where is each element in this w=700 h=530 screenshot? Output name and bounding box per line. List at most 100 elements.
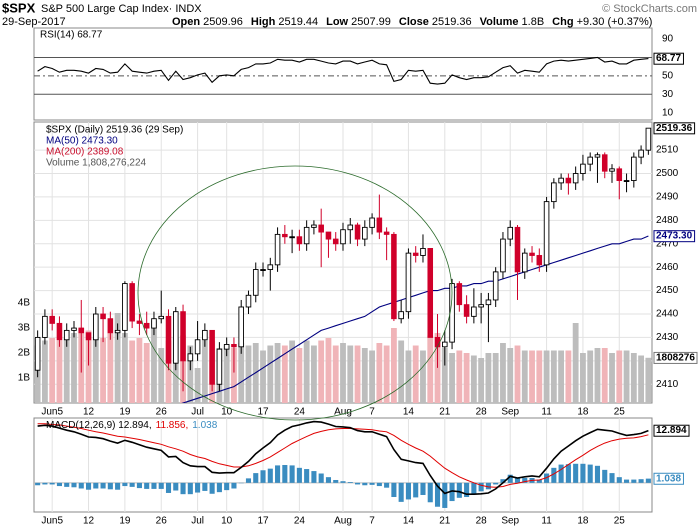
histogram-bar [93, 482, 99, 489]
value-box [653, 122, 696, 135]
volume-bar [529, 350, 535, 403]
quote-value: 2519.44 [278, 16, 318, 28]
histogram-bar [107, 482, 113, 490]
candle-body [616, 168, 623, 181]
candle-body [529, 252, 535, 256]
candle-body [442, 341, 448, 348]
candle-body [601, 154, 608, 172]
volume-bar [340, 343, 346, 403]
quote-label: Close [399, 16, 429, 28]
histogram-bar [216, 482, 222, 493]
volume-bar [201, 340, 208, 403]
volume-bar [420, 350, 426, 403]
candle-body [500, 238, 506, 273]
candle-body [420, 247, 426, 256]
candle-body [187, 353, 194, 362]
volume-bar [514, 345, 521, 403]
candle-body [325, 231, 332, 240]
candle-body [282, 233, 288, 238]
subtitle: S&P 500 Large Cap Index· INDX [41, 3, 202, 15]
candle-body [289, 236, 295, 239]
volume-tick-label: 1B [18, 373, 31, 384]
x-tick-label: 25 [614, 516, 626, 527]
y-tick-label: 50 [662, 70, 674, 81]
volume-bar [434, 333, 441, 403]
histogram-bar [202, 482, 208, 491]
candle-body [398, 311, 404, 320]
histogram-bar [536, 479, 542, 483]
histogram-bar [624, 479, 630, 483]
volume-bar [638, 355, 645, 403]
candle-body [122, 283, 128, 331]
histogram-bar [180, 482, 186, 495]
volume-bar [550, 350, 557, 403]
volume-bar [580, 353, 586, 403]
candle-body [158, 315, 165, 320]
histogram-bar [609, 473, 615, 483]
x-tick-label: 25 [614, 407, 626, 418]
y-tick-label: 10 [662, 107, 674, 118]
volume-bar [558, 350, 565, 403]
candle-body [623, 180, 630, 182]
x-tick-label: 12 [83, 516, 95, 527]
histogram-bar [616, 477, 622, 483]
volume-bar [281, 345, 288, 403]
volume-bar [376, 343, 383, 403]
histogram-bar [493, 482, 499, 485]
x-tick-label: 14 [403, 407, 415, 418]
candle-body [107, 318, 114, 334]
x-tick-label: 21 [439, 407, 451, 418]
candle-body [514, 226, 521, 273]
histogram-bar [245, 478, 252, 483]
quote-value: 2507.99 [351, 16, 391, 28]
volume-bar [630, 353, 637, 403]
histogram-bar [551, 467, 557, 483]
volume-bar [572, 323, 579, 403]
histogram-bar [173, 482, 179, 491]
volume-bar [398, 340, 405, 403]
histogram-bar [165, 482, 172, 493]
legend-entry: Volume 1,808,276,224 [46, 158, 147, 169]
candle-body [318, 224, 324, 233]
y-tick-label: 2480 [656, 215, 679, 226]
volume-bar [172, 338, 179, 403]
histogram-bar [456, 482, 462, 498]
x-tick-label: Sep [501, 407, 519, 418]
candle-body [209, 329, 215, 385]
volume-bar [41, 340, 48, 403]
candle-body [85, 332, 92, 341]
candle-body [49, 315, 55, 324]
volume-bar [245, 345, 252, 403]
value-box [653, 424, 690, 437]
y-tick-label: 2410 [656, 379, 679, 390]
candle-body [238, 306, 244, 348]
volume-bar [601, 348, 608, 403]
candle-body [202, 329, 208, 341]
volume-bar [165, 340, 172, 403]
candle-body [194, 339, 201, 355]
volume-tick-label: 4B [18, 298, 31, 309]
volume-bar [616, 350, 623, 403]
volume-bar [238, 343, 245, 403]
histogram-bar [282, 465, 288, 483]
volume-bar [565, 350, 572, 403]
legend-entry: $SPX (Daily) 2519.36 (29 Sep) [46, 125, 183, 136]
value-label: 1808276 [656, 352, 695, 363]
x-tick-label: 7 [369, 407, 375, 418]
volume-bar [347, 345, 354, 403]
value-label: 12.894 [656, 425, 687, 436]
histogram-bar [587, 464, 593, 483]
candle-body [427, 247, 434, 338]
histogram-bar [631, 479, 637, 483]
y-tick-label: 2460 [656, 262, 679, 273]
series-line [37, 56, 649, 85]
legend: MACD(12,26,9) 12.894, 11.856, 1.038 [46, 420, 218, 431]
histogram-bar [420, 482, 426, 495]
quote-value: +9.30 (+0.37%) [577, 16, 653, 28]
volume-bar [121, 333, 128, 403]
histogram-bar [376, 482, 382, 487]
volume-bar [390, 328, 397, 403]
histogram-bar [522, 477, 528, 483]
volume-bar [594, 348, 601, 403]
